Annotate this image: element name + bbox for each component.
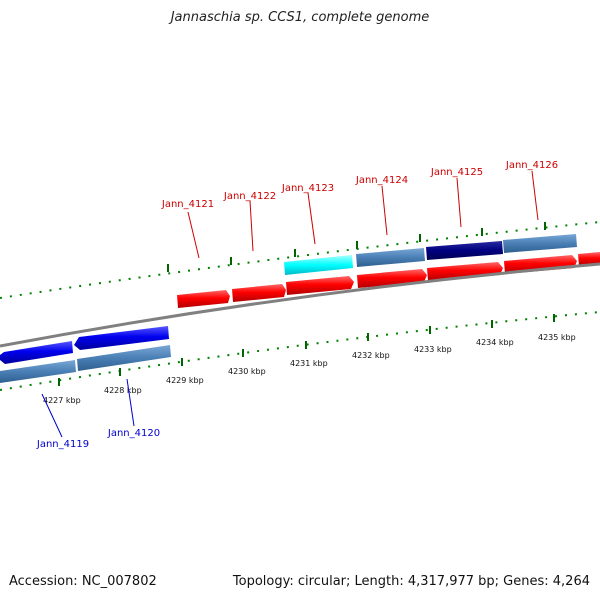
steelblue-gene-segment: [503, 234, 577, 253]
genome-title: Jannaschia sp. CCS1, complete genome: [170, 10, 430, 25]
steelblue-gene-segment: [356, 248, 425, 267]
kbp-label: 4228 kbp: [104, 386, 142, 395]
top-gene-labels[interactable]: [187, 170, 539, 259]
genome-backbone: [0, 262, 600, 348]
forward-gene-arrow: [578, 252, 600, 266]
kbp-label: 4230 kbp: [228, 367, 266, 376]
bottom-tick-track: [0, 311, 600, 391]
forward-gene-arrow: [286, 276, 354, 295]
kbp-label: 4229 kbp: [166, 376, 204, 385]
gene-label-jann-4119[interactable]: Jann_4119: [36, 439, 89, 450]
forward-gene-arrow: [232, 284, 286, 302]
kbp-label: 4232 kbp: [352, 351, 390, 360]
navy-gene-segment: [426, 241, 503, 260]
gene-label-jann-4121[interactable]: Jann_4121: [161, 199, 214, 210]
cyan-gene-segment: [284, 255, 353, 275]
bottom-gene-track: [0, 345, 171, 383]
steelblue-gene-segment: [77, 345, 171, 371]
steelblue-gene-segment: [0, 360, 76, 383]
kbp-axis-labels: 4227 kbp 4228 kbp 4229 kbp 4230 kbp 4231…: [43, 333, 576, 405]
kbp-label: 4231 kbp: [290, 359, 328, 368]
kbp-label: 4235 kbp: [538, 333, 576, 342]
gene-label-jann-4123[interactable]: Jann_4123: [281, 183, 334, 194]
genome-summary-text: Topology: circular; Length: 4,317,977 bp…: [232, 574, 590, 589]
bottom-major-ticks: [58, 314, 555, 386]
top-gene-track: [284, 234, 577, 275]
kbp-label: 4227 kbp: [43, 396, 81, 405]
reverse-genes: [0, 326, 169, 364]
kbp-label: 4233 kbp: [414, 345, 452, 354]
gene-label-jann-4125[interactable]: Jann_4125: [430, 167, 483, 178]
reverse-gene-arrow: [74, 326, 169, 350]
forward-gene-arrow: [177, 290, 230, 308]
forward-gene-arrow: [504, 255, 577, 274]
gene-label-jann-4126[interactable]: Jann_4126: [505, 160, 558, 171]
gene-label-jann-4122[interactable]: Jann_4122: [223, 191, 276, 202]
gene-label-jann-4124[interactable]: Jann_4124: [355, 175, 408, 186]
top-tick-track: [0, 221, 600, 299]
kbp-label: 4234 kbp: [476, 338, 514, 347]
top-major-ticks: [167, 222, 546, 272]
reverse-gene-arrow: [0, 341, 73, 364]
bottom-gene-leaders: [41, 378, 135, 438]
gene-label-jann-4120[interactable]: Jann_4120: [107, 428, 160, 439]
accession-text: Accession: NC_007802: [9, 574, 157, 589]
